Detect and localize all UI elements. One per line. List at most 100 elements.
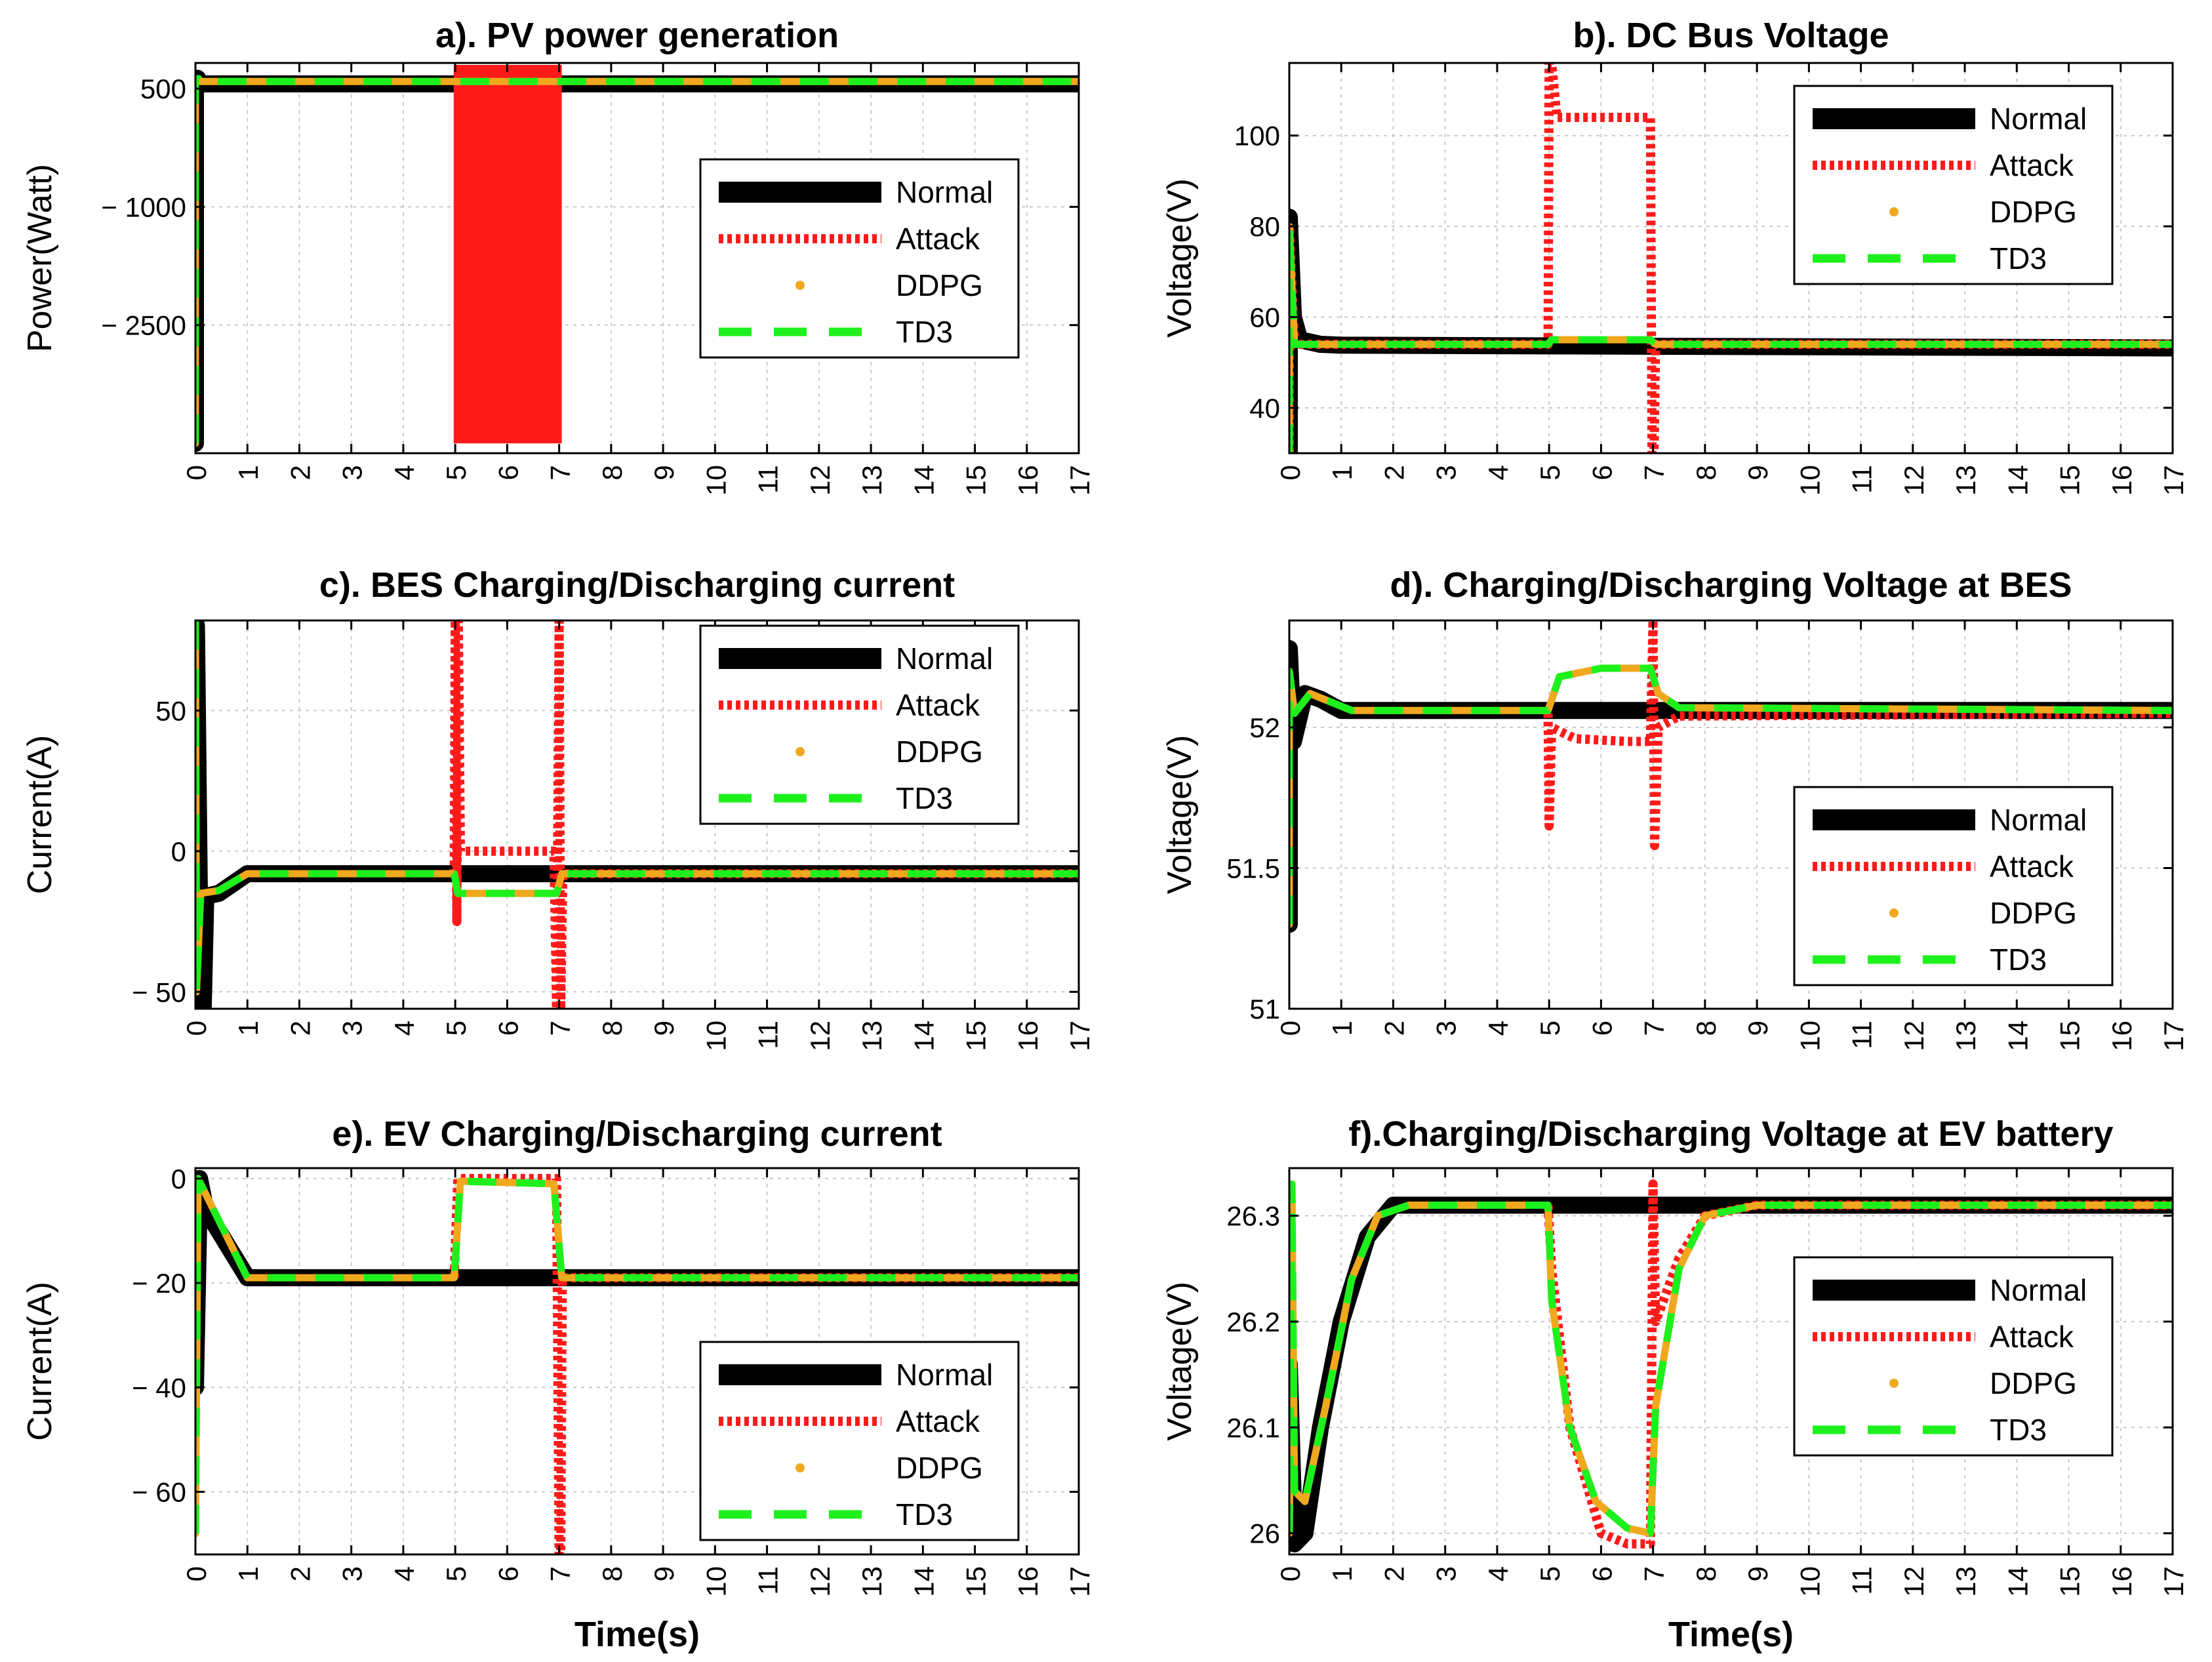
y-tick-label: 40 (1249, 393, 1280, 424)
x-tick-label: 16 (1013, 1566, 1043, 1597)
y-tick-label: 26.3 (1226, 1201, 1280, 1232)
x-tick-label: 10 (700, 465, 731, 496)
x-tick-label: 14 (908, 1021, 939, 1051)
x-tick-label: 12 (805, 1566, 835, 1597)
x-tick-label: 13 (856, 1021, 887, 1051)
x-tick-label: 12 (805, 465, 835, 496)
legend-label-td3: TD3 (1990, 1413, 2047, 1447)
x-tick-label: 9 (1742, 1566, 1773, 1581)
y-axis-label-b: Voltage(V) (1161, 178, 1199, 338)
x-tick-label: 2 (285, 1566, 315, 1581)
y-tick-label: 80 (1249, 211, 1280, 242)
x-tick-label: 0 (1275, 465, 1306, 480)
x-tick-label: 4 (1483, 1021, 1514, 1036)
y-tick-label: 500 (140, 73, 186, 104)
x-tick-label: 8 (1691, 465, 1721, 480)
legend-label-attack: Attack (896, 688, 980, 722)
y-axis-label-a: Power(Watt) (21, 164, 59, 352)
y-tick-label: − 1000 (101, 192, 186, 222)
legend-swatch-ddpg (1889, 207, 1899, 216)
series-group-c (195, 620, 1079, 1009)
x-tick-label: 7 (1639, 465, 1670, 480)
x-tick-label: 12 (1899, 1021, 1929, 1051)
x-tick-label: 14 (2002, 465, 2033, 496)
x-tick-label: 0 (1275, 1566, 1306, 1581)
x-tick-label: 17 (1064, 1566, 1095, 1597)
legend-swatch-ddpg (1889, 908, 1899, 918)
x-tick-label: 10 (700, 1566, 731, 1597)
y-axis-label-e: Current(A) (21, 1282, 59, 1441)
series-ddpg-line (195, 620, 1079, 996)
series-attack-oscillation-band (453, 65, 562, 443)
x-tick-label: 3 (337, 1566, 368, 1581)
legend-f: Normal Attack DDPG TD3 (1793, 1256, 2114, 1457)
x-tick-label: 9 (1742, 465, 1773, 480)
x-tick-label: 1 (1327, 1021, 1357, 1036)
x-tick-label: 2 (1378, 1021, 1409, 1036)
x-tick-label: 3 (1431, 1566, 1462, 1581)
y-tick-label: 51.5 (1226, 853, 1280, 884)
axes-box-b (1288, 62, 2174, 455)
y-tick-label: − 20 (132, 1268, 186, 1299)
x-tick-label: 8 (597, 1566, 628, 1581)
series-attack-line (1543, 620, 2173, 851)
x-tick-label: 5 (441, 1566, 472, 1581)
legend-label-ddpg: DDPG (896, 735, 983, 769)
x-tick-label: 13 (1950, 465, 1981, 496)
x-tick-label: 3 (1431, 465, 1462, 480)
x-tick-label: 11 (1847, 465, 1878, 494)
x-axis-label-e: Time(s) (574, 1615, 700, 1654)
y-tick-label: − 2500 (101, 310, 186, 341)
x-tick-label: 8 (597, 1021, 628, 1036)
legend-swatch-ddpg (1889, 1379, 1899, 1388)
legend-label-td3: TD3 (896, 1497, 953, 1531)
x-tick-label: 4 (389, 465, 420, 480)
x-tick-label: 13 (1950, 1566, 1981, 1597)
x-tick-label: 6 (493, 465, 523, 480)
series-attack-line (449, 620, 1079, 1009)
x-tick-label: 5 (441, 465, 472, 480)
axes-box-e (194, 1167, 1080, 1556)
legend-label-attack: Attack (1990, 148, 2074, 182)
chart-title-a: a). PV power generation (435, 16, 839, 55)
x-tick-label: 11 (753, 1566, 784, 1595)
chart-title-c: c). BES Charging/Discharging current (319, 565, 955, 605)
legend-a: Normal Attack DDPG TD3 (699, 158, 1020, 359)
x-tick-label: 11 (753, 465, 784, 494)
x-tick-label: 14 (2002, 1021, 2033, 1051)
x-tick-label: 10 (700, 1021, 731, 1051)
x-tick-label: 16 (2106, 1021, 2137, 1051)
y-tick-label: 50 (155, 695, 186, 726)
x-tick-label: 13 (856, 1566, 887, 1597)
legend-label-attack: Attack (896, 1404, 980, 1438)
x-tick-label: 3 (337, 1021, 368, 1036)
y-axis-label-f: Voltage(V) (1161, 1282, 1199, 1441)
x-tick-label: 15 (961, 1566, 992, 1597)
y-tick-label: 51 (1249, 994, 1280, 1024)
x-tick-label: 5 (1535, 1566, 1565, 1581)
y-axis-label-c: Current(A) (21, 735, 59, 895)
x-tick-label: 1 (1327, 465, 1357, 480)
y-tick-label: 0 (171, 1164, 186, 1194)
y-tick-label: 26.1 (1226, 1412, 1280, 1443)
x-tick-label: 5 (1535, 1021, 1565, 1036)
x-tick-label: 1 (233, 1566, 264, 1581)
legend-label-attack: Attack (1990, 1320, 2074, 1354)
panel-e: 0 1 2 3 4 5 6 7 8 9 10 11 12 13 14 15 16 17− 60− 40− 200e… (21, 1114, 1095, 1654)
x-tick-label: 15 (961, 1021, 992, 1051)
grid-b (1289, 63, 2173, 453)
legend-b: Normal Attack DDPG TD3 (1793, 85, 2114, 285)
series-group-e (195, 1169, 1079, 1554)
x-tick-label: 17 (1064, 465, 1095, 496)
x-tick-label: 12 (805, 1021, 835, 1051)
x-tick-label: 3 (1431, 1021, 1462, 1036)
y-tick-label: − 60 (132, 1476, 186, 1507)
x-tick-label: 0 (181, 1566, 212, 1581)
x-tick-label: 0 (181, 1021, 212, 1036)
y-tick-label: 100 (1234, 121, 1280, 152)
legend-label-attack: Attack (896, 222, 980, 256)
legend-d: Normal Attack DDPG TD3 (1793, 786, 2114, 986)
legend-label-normal: Normal (1990, 1273, 2087, 1307)
